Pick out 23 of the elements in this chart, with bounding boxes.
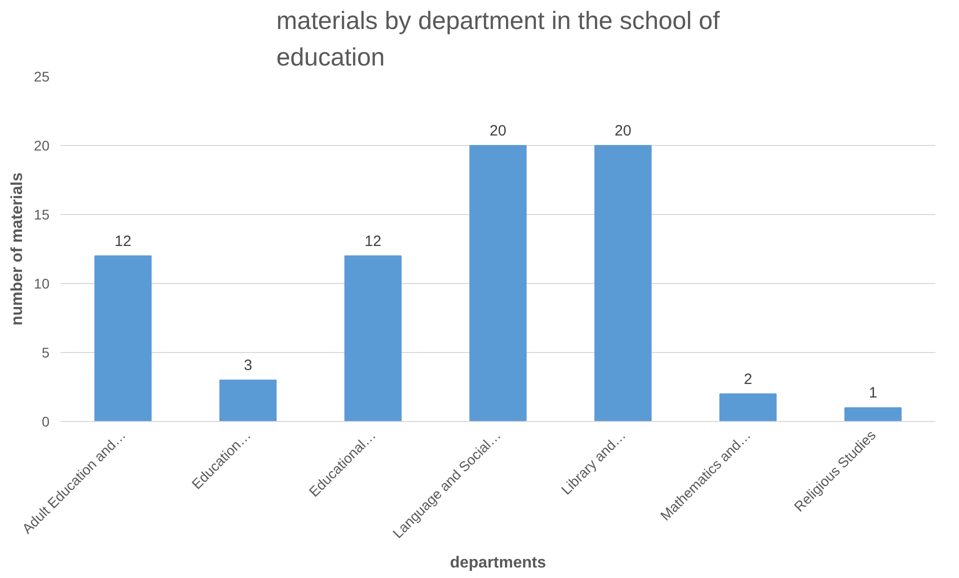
- y-tick-label: 5: [42, 344, 50, 360]
- y-tick-label: 20: [34, 138, 50, 154]
- y-tick-label: 10: [34, 276, 50, 292]
- data-label: 12: [114, 232, 132, 250]
- bar: [844, 407, 902, 422]
- bar: [94, 255, 152, 422]
- y-tick-label: 0: [42, 414, 50, 430]
- x-axis-title: departments: [450, 554, 546, 572]
- y-tick-label: 25: [34, 68, 50, 84]
- data-label: 20: [490, 122, 506, 140]
- data-label: 12: [364, 232, 382, 250]
- data-label: 3: [244, 357, 252, 374]
- bar: [469, 145, 527, 422]
- bar: [344, 255, 402, 422]
- data-label: 1: [868, 384, 878, 402]
- data-label: 2: [744, 370, 752, 388]
- bar: [219, 380, 277, 422]
- bar: [719, 393, 777, 422]
- data-label: 20: [614, 122, 632, 140]
- bar: [594, 145, 652, 422]
- y-tick-label: 15: [34, 206, 50, 222]
- chart-title: materials by department in the school of education: [276, 7, 720, 72]
- y-axis-title: number of materials: [8, 172, 26, 326]
